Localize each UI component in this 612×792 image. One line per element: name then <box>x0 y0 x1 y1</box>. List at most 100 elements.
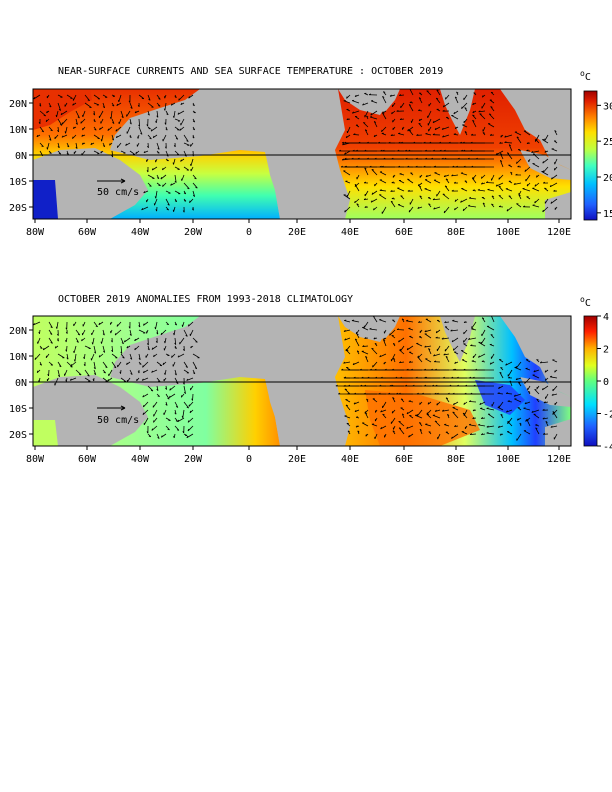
current-vector-head <box>413 141 416 144</box>
current-vector <box>174 401 179 408</box>
current-vector-head <box>352 149 355 152</box>
current-vector <box>351 100 360 104</box>
current-vector <box>111 134 115 141</box>
current-vector-head <box>146 343 149 346</box>
current-vector-head <box>481 360 484 362</box>
current-vector-head <box>373 337 376 340</box>
current-vector-head <box>171 355 173 358</box>
current-vector-head <box>459 141 462 144</box>
current-vector <box>343 100 351 104</box>
current-vector-head <box>481 317 485 320</box>
current-vector <box>497 392 504 395</box>
current-vector <box>436 190 441 197</box>
current-vector <box>541 171 549 176</box>
y-tick-label: 10N <box>9 125 27 136</box>
current-vector-head <box>77 116 80 119</box>
current-vector <box>486 425 495 428</box>
current-vector-head <box>407 189 410 192</box>
current-vector <box>48 337 53 344</box>
current-vector <box>498 185 504 192</box>
current-vector-head <box>526 142 529 144</box>
current-vector <box>408 104 414 112</box>
current-vector <box>453 345 459 351</box>
current-vector <box>143 417 149 426</box>
current-vector <box>344 150 351 155</box>
current-vector <box>345 399 351 403</box>
current-vector-head <box>424 157 428 160</box>
current-vector <box>160 174 167 180</box>
current-vector-head <box>192 194 195 197</box>
current-vector <box>75 337 79 343</box>
current-vector-head <box>470 149 473 152</box>
current-vector-head <box>481 417 484 419</box>
current-vector <box>165 150 169 157</box>
current-vector-head <box>341 141 344 144</box>
current-vector <box>354 338 360 347</box>
current-vector-head <box>518 381 521 384</box>
current-vector-head <box>509 380 512 383</box>
current-vector-head <box>374 368 377 371</box>
current-vector-head <box>404 149 407 152</box>
current-vector-head <box>504 135 507 138</box>
current-vector-head <box>379 189 382 191</box>
current-vector <box>507 417 513 425</box>
current-vector <box>424 188 432 192</box>
current-vector <box>509 380 513 387</box>
x-tick-label: 80W <box>26 227 45 238</box>
x-tick-label: 120E <box>547 227 571 238</box>
current-vector <box>152 166 158 171</box>
current-vector <box>472 120 477 128</box>
current-vector-head <box>335 384 338 387</box>
current-vector-head <box>380 376 383 379</box>
current-vector-head <box>396 109 399 112</box>
current-vector <box>183 401 189 409</box>
current-vector-head <box>356 203 359 206</box>
current-vector <box>188 401 194 407</box>
current-vector <box>177 110 185 115</box>
current-vector-head <box>80 121 82 124</box>
current-vector <box>173 329 176 336</box>
current-vector-head <box>192 136 195 139</box>
current-vector <box>397 187 405 192</box>
panel1-current-vectors <box>33 89 558 214</box>
current-vector-head <box>445 355 448 358</box>
current-vector-head <box>479 402 482 405</box>
current-vector-head <box>472 409 475 412</box>
current-vector <box>524 401 531 405</box>
current-vector-head <box>191 398 193 401</box>
current-vector <box>472 114 477 120</box>
panel2-map <box>33 316 571 446</box>
current-vector-head <box>95 325 98 328</box>
current-vector <box>478 110 486 113</box>
current-vector <box>416 409 423 417</box>
colorbar-tick-label: 30 <box>603 101 612 112</box>
current-vector-head <box>447 413 450 416</box>
current-vector <box>468 337 477 340</box>
current-vector <box>454 96 459 104</box>
current-vector-head <box>146 170 149 173</box>
current-vector-head <box>543 181 546 184</box>
current-vector-head <box>125 143 127 146</box>
current-vector-head <box>552 411 555 413</box>
current-vector-head <box>187 428 189 432</box>
current-vector-head <box>472 119 475 122</box>
current-vector <box>372 361 378 368</box>
current-vector-head <box>444 185 448 188</box>
current-vector <box>91 329 95 336</box>
current-vector-head <box>38 121 41 125</box>
current-vector-head <box>343 376 347 379</box>
current-vector <box>406 409 414 415</box>
current-vector-head <box>93 113 95 116</box>
current-vector-head <box>539 361 543 364</box>
current-vector-head <box>346 349 349 352</box>
current-vector <box>81 150 86 156</box>
current-vector-head <box>434 409 437 412</box>
current-vector-head <box>470 133 474 136</box>
current-vector-head <box>359 368 362 371</box>
current-vector-head <box>451 174 454 177</box>
current-vector <box>433 179 441 184</box>
current-vector-head <box>50 326 53 329</box>
current-vector-head <box>65 327 68 330</box>
current-vector <box>379 194 387 200</box>
current-vector-head <box>134 338 136 341</box>
